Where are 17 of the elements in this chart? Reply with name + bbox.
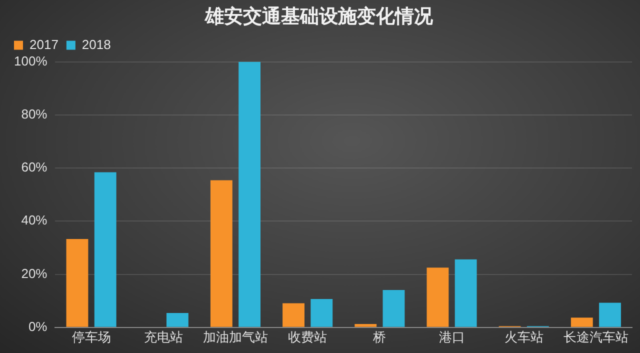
legend-label: 2018: [82, 36, 111, 52]
x-tick-label: 加油加气站: [202, 330, 268, 346]
y-tick-label: 60%: [21, 160, 48, 175]
x-tick-label: 长途汽车站: [563, 330, 628, 346]
x-tick-label: 桥: [372, 330, 386, 346]
y-tick-label: 20%: [21, 266, 48, 281]
y-tick-label: 40%: [21, 212, 48, 228]
y-tick-label: 0%: [28, 318, 48, 334]
x-tick-label: 充电站: [144, 330, 183, 346]
y-tick-label: 80%: [21, 106, 48, 122]
chart-title: 雄安交通基础设施变化情况: [204, 5, 434, 28]
x-tick-label: 收费站: [288, 330, 328, 346]
legend-label: 2017: [30, 36, 58, 52]
x-tick-label: 停车场: [72, 330, 111, 346]
x-tick-label: 港口: [438, 330, 465, 346]
y-tick-label: 100%: [14, 53, 48, 68]
x-tick-label: 火车站: [504, 330, 544, 346]
